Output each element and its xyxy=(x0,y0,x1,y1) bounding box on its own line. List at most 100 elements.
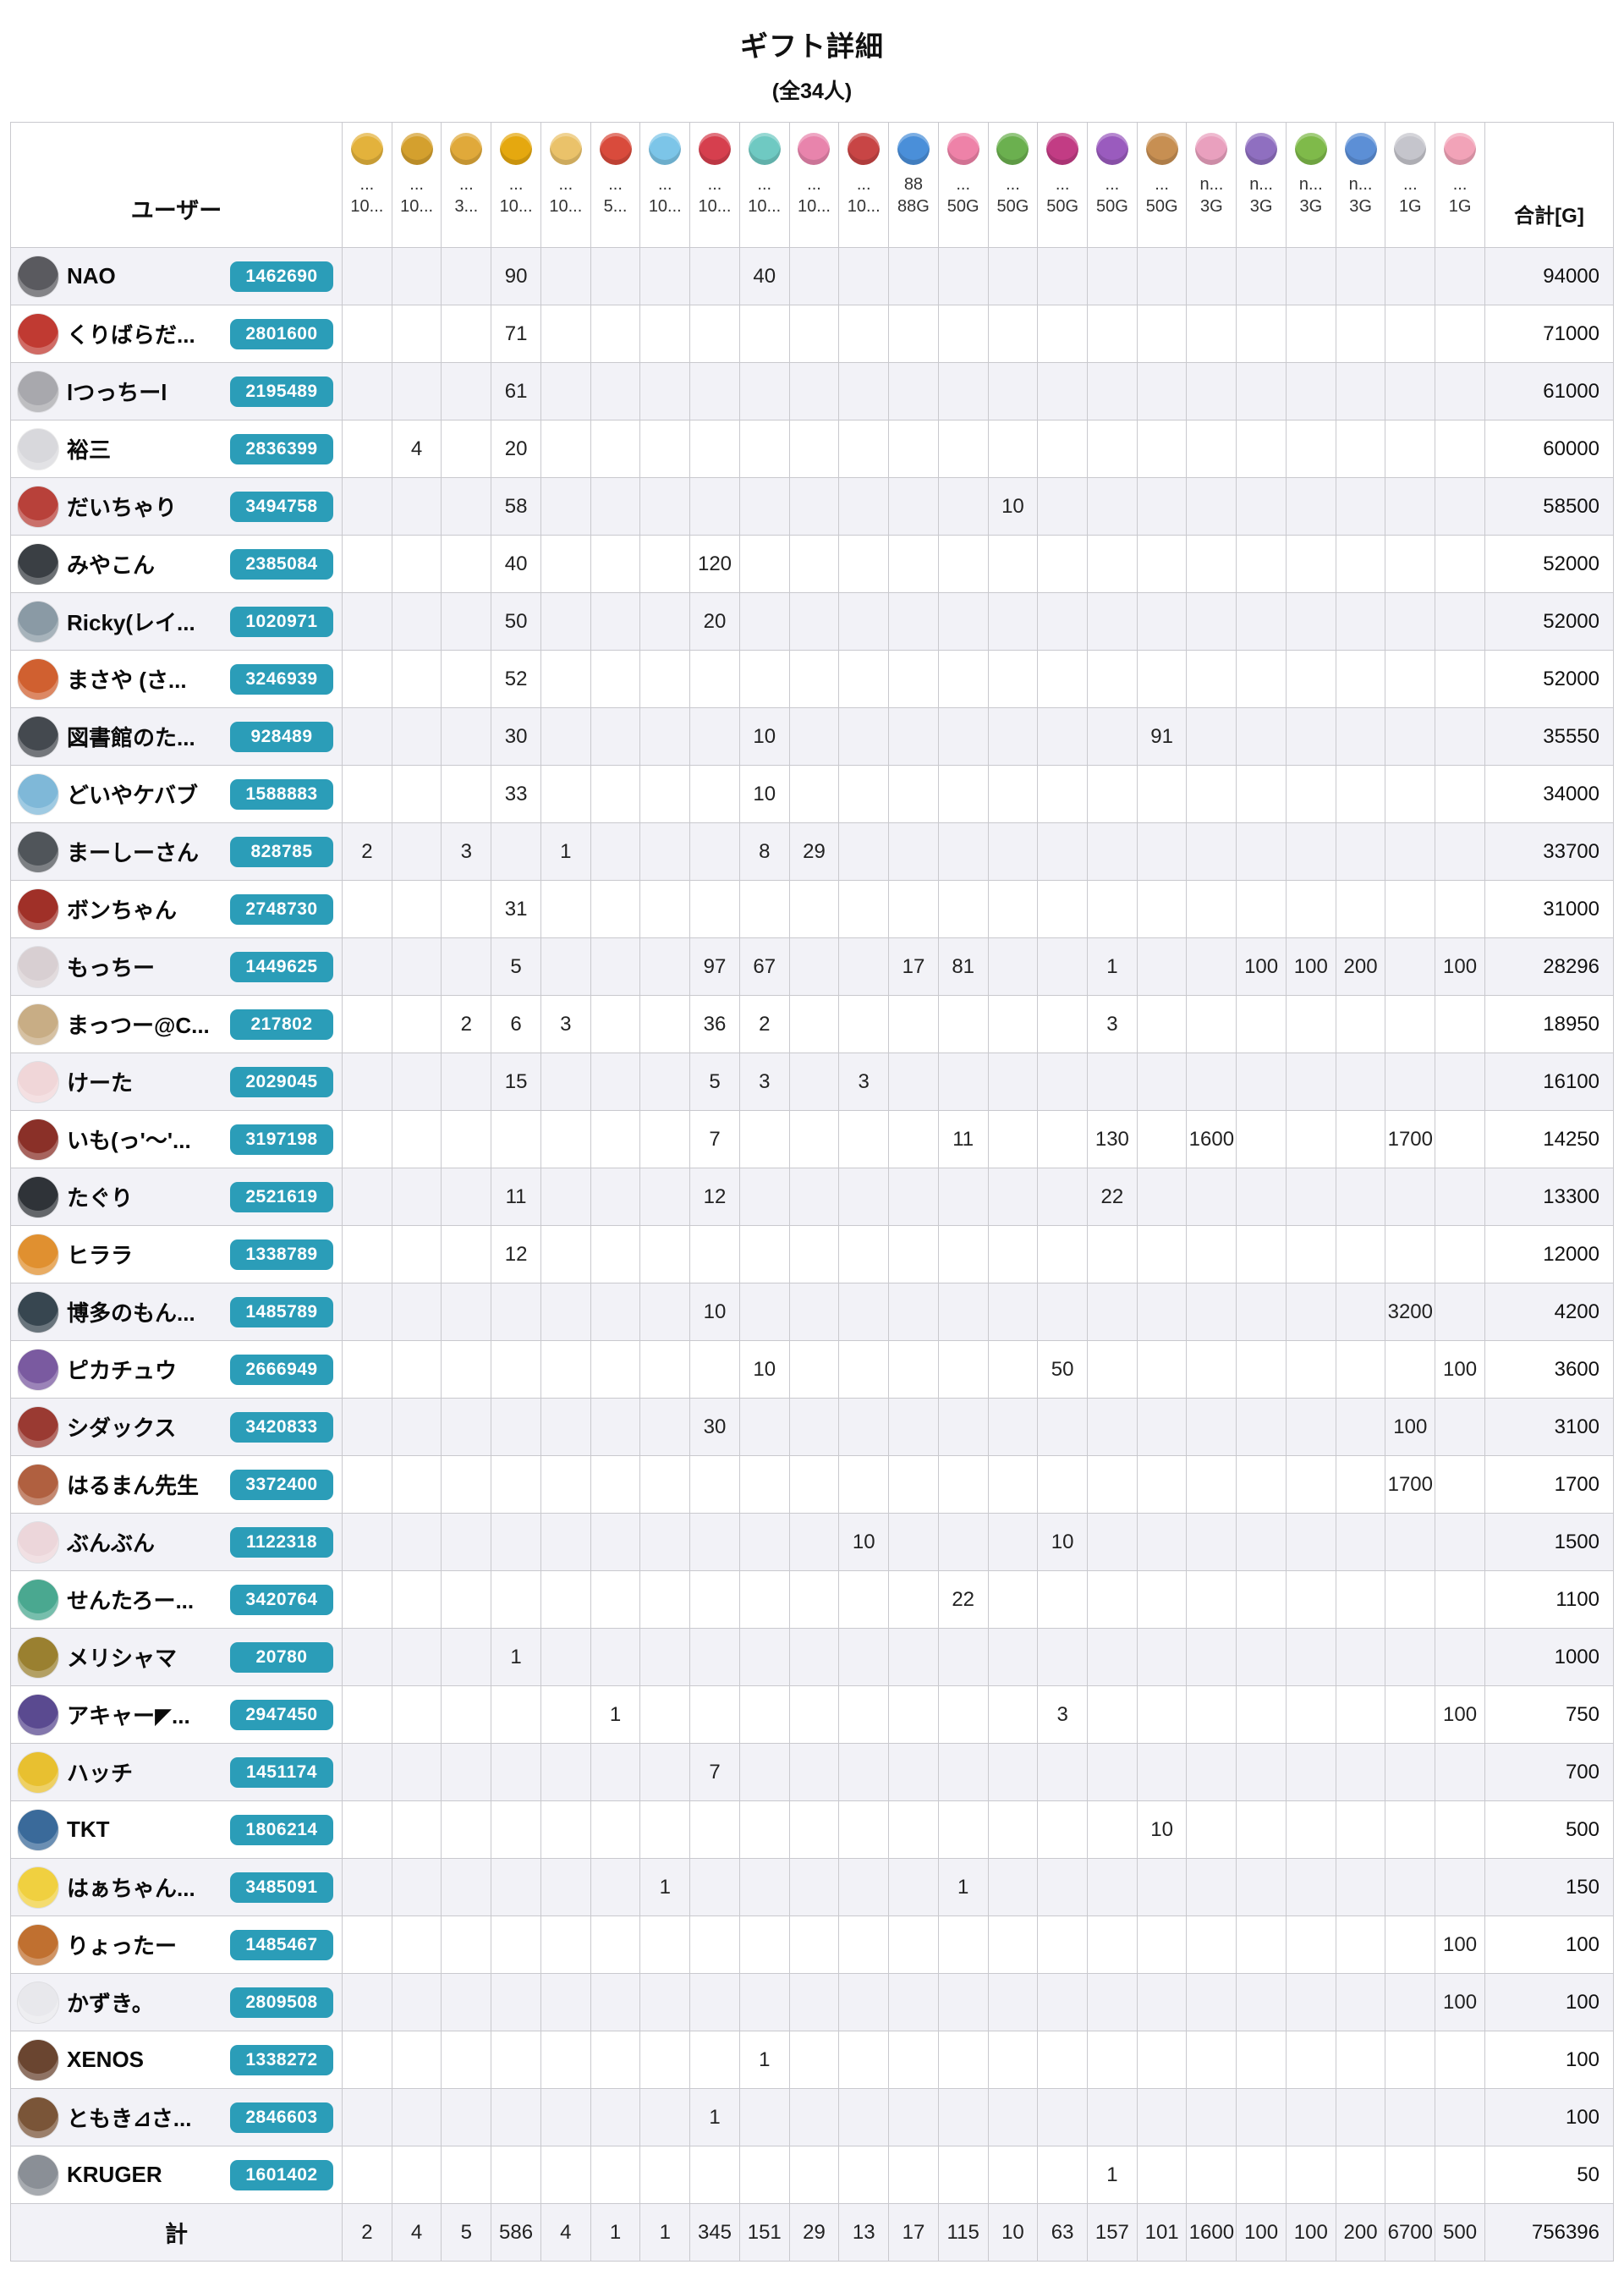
gift-count-cell xyxy=(1037,420,1089,478)
gift-column-header: ... 50G xyxy=(937,122,989,248)
gift-count-cell xyxy=(838,1628,890,1686)
user-id-badge: 2809508 xyxy=(230,1987,333,2018)
gift-column-label-price: 10... xyxy=(549,197,583,216)
gift-count-cell: 11 xyxy=(937,1110,989,1168)
user-avatar xyxy=(18,428,58,470)
gift-count-cell xyxy=(1435,2031,1485,2089)
gift-count-cell xyxy=(1236,1513,1287,1571)
gift-count-cell xyxy=(1186,1858,1237,1916)
user-id-badge: 1122318 xyxy=(230,1526,333,1558)
gift-count-cell xyxy=(1186,1800,1237,1859)
gift-count-cell xyxy=(738,1110,790,1168)
gift-count-cell xyxy=(1087,1628,1138,1686)
gift-count-cell xyxy=(540,1570,591,1629)
gift-count-cell xyxy=(1236,1455,1287,1514)
gift-count-cell xyxy=(441,1570,492,1629)
gift-count-cell xyxy=(639,1743,691,1801)
gift-count-cell xyxy=(987,420,1039,478)
gift-count-cell xyxy=(342,1858,392,1916)
gift-count-cell xyxy=(391,1800,442,1859)
gift-count-cell xyxy=(689,1858,740,1916)
gift-count-cell xyxy=(937,362,989,420)
gift-count-cell xyxy=(788,477,840,536)
user-row: もっちー 1449625 5 97 67 17 81 1 100 100 200 100 28296 xyxy=(10,937,1614,996)
user-cell: はるまん先生 3372400 xyxy=(10,1455,343,1514)
gift-count-cell xyxy=(888,707,939,766)
gift-column-label-price: 10... xyxy=(698,197,732,216)
gift-count-cell xyxy=(1136,1915,1188,1974)
gift-count-cell xyxy=(639,765,691,823)
gift-column-label-price: 3... xyxy=(454,197,479,216)
gift-count-cell: 3 xyxy=(1037,1685,1089,1744)
column-total-cell: 10 xyxy=(987,2203,1039,2262)
user-avatar xyxy=(18,773,58,815)
gift-column-label-price: 50G xyxy=(1046,197,1079,216)
gift-count-cell xyxy=(1385,707,1436,766)
gift-count-cell xyxy=(391,995,442,1053)
gift-count-cell xyxy=(590,1053,641,1111)
row-total: 28296 xyxy=(1484,937,1614,996)
user-cell: ヒララ 1338789 xyxy=(10,1225,343,1283)
gift-count-cell xyxy=(738,1225,790,1283)
gift-count-cell xyxy=(590,1973,641,2031)
user-name: Ricky(レイ... xyxy=(67,610,195,635)
gift-count-cell xyxy=(491,822,541,881)
gift-column-header: n... 3G xyxy=(1335,122,1386,248)
user-avatar xyxy=(18,1924,58,1965)
gift-count-cell xyxy=(1136,477,1188,536)
user-avatar xyxy=(18,2097,58,2138)
gift-count-cell xyxy=(838,1973,890,2031)
user-avatar xyxy=(18,831,58,872)
user-id-badge: 1601402 xyxy=(230,2159,333,2190)
gift-count-cell xyxy=(1285,1398,1336,1456)
gift-count-cell xyxy=(590,1110,641,1168)
gift-count-cell xyxy=(1186,650,1237,708)
gift-count-cell: 200 xyxy=(1335,937,1386,996)
gift-count-cell xyxy=(391,1743,442,1801)
user-name: NAO xyxy=(67,263,116,289)
gift-count-cell xyxy=(1186,592,1237,651)
gift-count-cell xyxy=(639,2088,691,2146)
gift-count-cell: 40 xyxy=(738,247,790,305)
gift-count-cell xyxy=(540,707,591,766)
gift-count-cell xyxy=(937,2031,989,2089)
gift-count-cell xyxy=(441,2031,492,2089)
gift-count-cell xyxy=(639,535,691,593)
gift-column-header: ... 50G xyxy=(1087,122,1138,248)
gift-count-cell: 36 xyxy=(689,995,740,1053)
gift-count-cell xyxy=(987,1053,1039,1111)
row-total: 3600 xyxy=(1484,1340,1614,1399)
user-cell: どいやケバブ 1588883 xyxy=(10,765,343,823)
treasure-box-icon xyxy=(450,133,483,165)
gift-count-cell xyxy=(788,247,840,305)
gift-count-cell xyxy=(639,362,691,420)
gift-count-cell xyxy=(838,1283,890,1341)
gift-count-cell xyxy=(1285,1053,1336,1111)
gift-count-cell xyxy=(689,1628,740,1686)
gift-count-cell xyxy=(689,1225,740,1283)
gift-count-cell xyxy=(540,1915,591,1974)
gift-count-cell xyxy=(1186,1685,1237,1744)
gift-count-cell xyxy=(1186,1398,1237,1456)
gift-count-cell: 1 xyxy=(738,2031,790,2089)
gift-count-cell xyxy=(937,707,989,766)
user-cell: だいちゃり 3494758 xyxy=(10,477,343,536)
gift-count-cell xyxy=(689,362,740,420)
gift-count-cell xyxy=(1385,1168,1436,1226)
gift-count-cell xyxy=(738,1455,790,1514)
gift-count-cell xyxy=(1087,2031,1138,2089)
gift-count-cell xyxy=(1385,1225,1436,1283)
gift-count-cell xyxy=(689,305,740,363)
gift-count-cell xyxy=(838,2031,890,2089)
gift-count-cell xyxy=(441,1398,492,1456)
gift-count-cell xyxy=(738,362,790,420)
gift-count-cell xyxy=(888,535,939,593)
gift-count-cell xyxy=(540,1743,591,1801)
gift-count-cell xyxy=(1335,1168,1386,1226)
row-total: 52000 xyxy=(1484,535,1614,593)
user-name: りょったー xyxy=(67,1933,178,1959)
gift-count-cell xyxy=(1335,247,1386,305)
gift-count-cell xyxy=(1087,247,1138,305)
gift-count-cell xyxy=(738,592,790,651)
gift-count-cell xyxy=(1385,995,1436,1053)
